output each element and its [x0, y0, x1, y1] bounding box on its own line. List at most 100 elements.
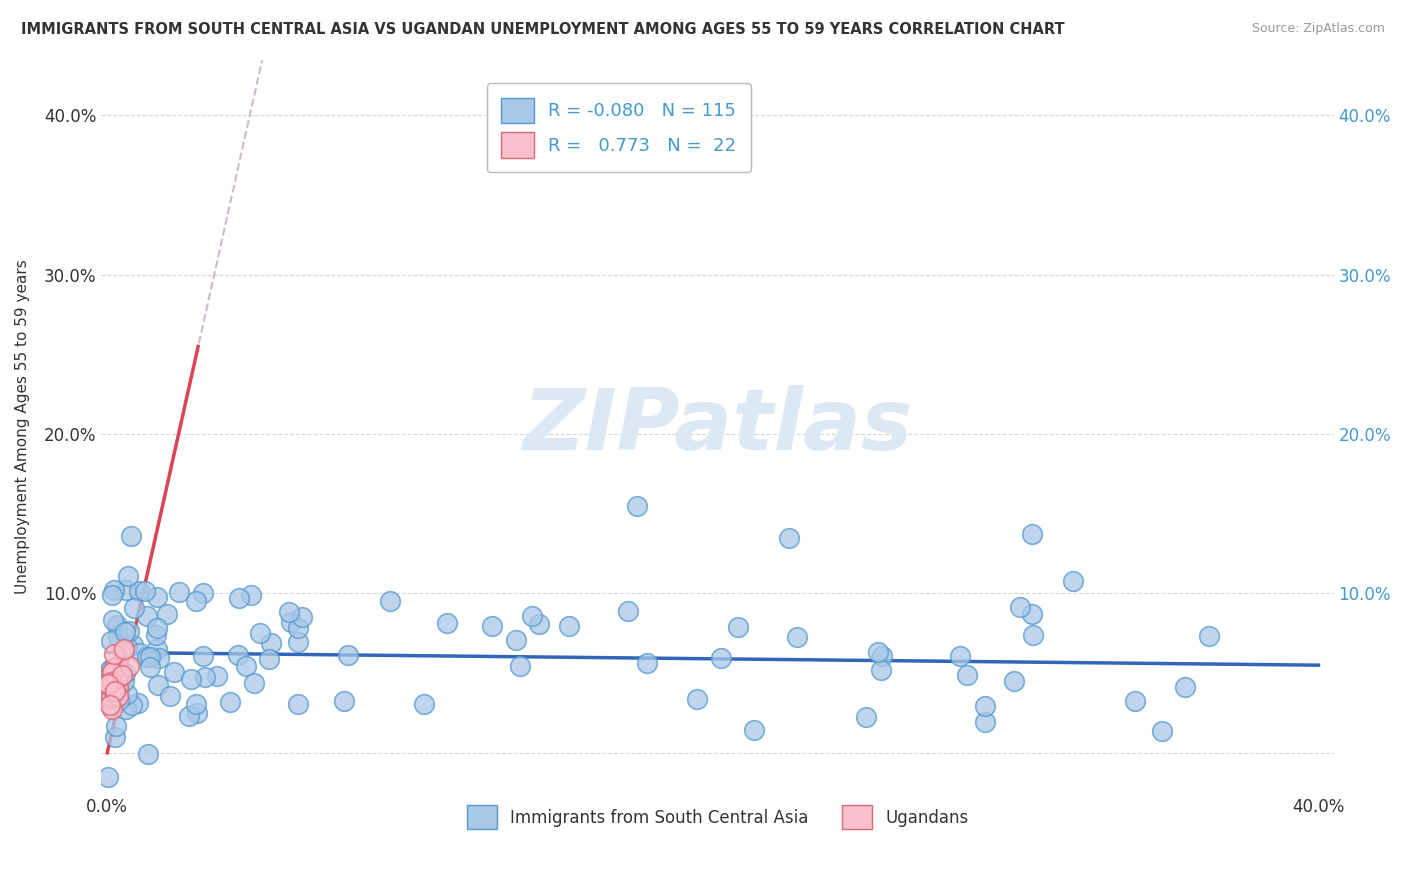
Point	[117, 568, 139, 582]
Point	[104, 719, 127, 733]
Legend: Immigrants from South Central Asia, Ugandans: Immigrants from South Central Asia, Ugan…	[460, 798, 974, 836]
Point	[505, 633, 527, 648]
Point	[134, 583, 156, 598]
Point	[105, 618, 128, 632]
Point	[122, 638, 145, 652]
Y-axis label: Unemployment Among Ages 55 to 59 years: Unemployment Among Ages 55 to 59 years	[15, 259, 30, 593]
Point	[121, 698, 143, 712]
Point	[139, 650, 162, 665]
Point	[159, 689, 181, 703]
Point	[122, 600, 145, 615]
Point	[105, 665, 128, 679]
Point	[226, 648, 249, 662]
Point	[115, 640, 138, 654]
Point	[103, 661, 125, 675]
Point	[98, 667, 121, 681]
Point	[101, 613, 124, 627]
Point	[191, 648, 214, 663]
Point	[243, 676, 266, 690]
Point	[101, 669, 124, 683]
Point	[105, 672, 128, 686]
Point	[1174, 681, 1197, 695]
Point	[186, 697, 208, 711]
Point	[114, 665, 136, 680]
Point	[129, 646, 152, 660]
Point	[136, 608, 159, 623]
Point	[228, 591, 250, 605]
Text: IMMIGRANTS FROM SOUTH CENTRAL ASIA VS UGANDAN UNEMPLOYMENT AMONG AGES 55 TO 59 Y: IMMIGRANTS FROM SOUTH CENTRAL ASIA VS UG…	[21, 22, 1064, 37]
Point	[103, 684, 125, 698]
Point	[108, 681, 131, 696]
Point	[1021, 526, 1043, 541]
Point	[1062, 574, 1084, 588]
Point	[146, 642, 169, 657]
Point	[163, 665, 186, 679]
Point	[260, 636, 283, 650]
Point	[974, 698, 997, 713]
Point	[287, 621, 309, 635]
Point	[436, 615, 458, 630]
Point	[98, 698, 121, 713]
Point	[145, 628, 167, 642]
Point	[100, 588, 122, 602]
Point	[98, 663, 121, 677]
Point	[205, 668, 228, 682]
Point	[180, 672, 202, 686]
Point	[146, 621, 169, 635]
Point	[1150, 724, 1173, 739]
Point	[118, 624, 141, 638]
Point	[107, 629, 129, 643]
Point	[380, 594, 402, 608]
Point	[778, 531, 800, 545]
Point	[239, 588, 262, 602]
Point	[1010, 599, 1032, 614]
Point	[956, 668, 979, 682]
Point	[100, 690, 122, 704]
Point	[111, 668, 134, 682]
Point	[184, 594, 207, 608]
Point	[107, 690, 129, 704]
Point	[235, 659, 257, 673]
Point	[100, 665, 122, 680]
Point	[155, 607, 177, 621]
Point	[112, 641, 135, 656]
Point	[115, 688, 138, 702]
Text: ZIPatlas: ZIPatlas	[522, 384, 912, 467]
Point	[337, 648, 360, 662]
Point	[287, 635, 309, 649]
Point	[120, 529, 142, 543]
Point	[105, 660, 128, 674]
Point	[481, 619, 503, 633]
Point	[100, 663, 122, 677]
Point	[866, 645, 889, 659]
Point	[949, 648, 972, 663]
Point	[194, 670, 217, 684]
Point	[107, 667, 129, 681]
Point	[509, 659, 531, 673]
Point	[855, 710, 877, 724]
Point	[1002, 673, 1025, 688]
Point	[148, 651, 170, 665]
Point	[727, 620, 749, 634]
Point	[277, 605, 299, 619]
Point	[107, 658, 129, 673]
Point	[112, 673, 135, 688]
Point	[104, 731, 127, 745]
Point	[332, 693, 354, 707]
Point	[186, 706, 208, 720]
Point	[249, 625, 271, 640]
Point	[973, 715, 995, 730]
Point	[128, 584, 150, 599]
Point	[280, 615, 302, 629]
Point	[111, 644, 134, 658]
Point	[96, 692, 118, 706]
Point	[103, 647, 125, 661]
Point	[636, 656, 658, 670]
Point	[193, 586, 215, 600]
Point	[97, 770, 120, 784]
Point	[104, 683, 127, 698]
Point	[101, 684, 124, 698]
Point	[97, 677, 120, 691]
Point	[146, 590, 169, 604]
Point	[98, 692, 121, 706]
